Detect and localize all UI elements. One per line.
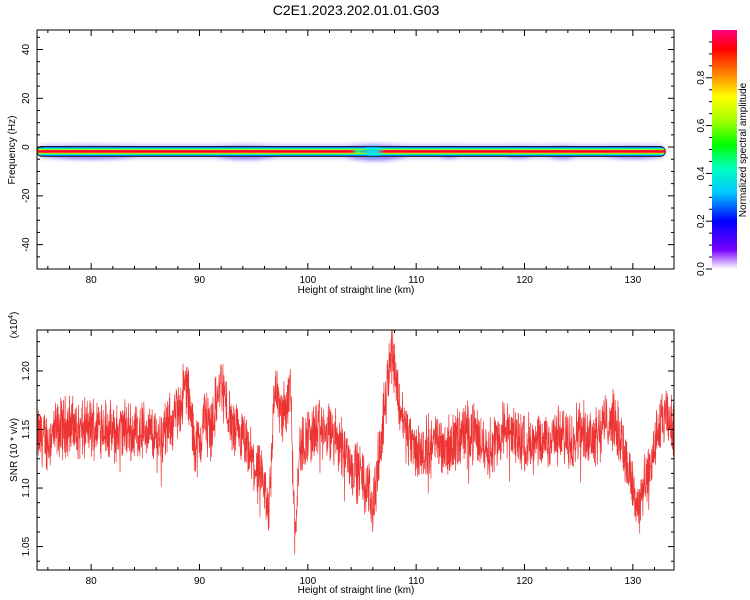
spectrogram-bright-patch	[363, 146, 382, 157]
spectrogram-ytick-label: 40	[21, 44, 32, 56]
snr-multiplier: (x104)	[8, 312, 20, 339]
colorbar-tick-label: 0.0	[696, 262, 707, 276]
spectrogram-xtick-label: 90	[194, 275, 206, 286]
colorbar-gradient	[712, 30, 737, 269]
spectrogram-band-core	[37, 150, 666, 153]
spectrogram-content	[37, 143, 666, 162]
colorbar-tick-label: 0.2	[696, 214, 707, 228]
snr-frame	[36, 329, 675, 571]
colorbar-tick-label: 0.6	[696, 118, 707, 132]
snr-ytick-label: 1.05	[21, 536, 32, 556]
snr-ytick-label: 1.10	[21, 478, 32, 498]
snr-xtick-label: 120	[516, 576, 533, 587]
snr-ytick-label: 1.15	[21, 419, 32, 439]
spectrogram-xtick-label: 120	[516, 275, 533, 286]
colorbar: 0.0 0.2 0.4 0.6 0.8 Normalized spectral ampl…	[696, 30, 749, 276]
spectrogram-xtick-label: 110	[408, 275, 424, 286]
colorbar-tick-label: 0.4	[696, 166, 707, 180]
spectrogram-xlabel: Height of straight line (km)	[298, 285, 415, 296]
spectrogram-xtick-label: 80	[86, 275, 98, 286]
snr-xtick-label: 90	[194, 576, 206, 587]
snr-axes: 80 90 100 110 120 130 1.05 1.10 1.15 1.20	[21, 330, 674, 587]
spectrogram-ylabel: Frequency (Hz)	[7, 116, 18, 185]
snr-xtick-label: 100	[299, 576, 316, 587]
snr-series-line	[37, 330, 674, 555]
snr-ylabel: SNR (10 * v/v)	[9, 418, 20, 482]
spectrogram-xtick-label: 100	[299, 275, 316, 286]
figure-title: C2E1.2023.202.01.01.G03	[273, 2, 440, 18]
snr-xtick-label: 110	[408, 576, 424, 587]
snr-xtick-label: 80	[86, 576, 98, 587]
spectrogram-ytick-label: -40	[21, 237, 32, 252]
spectrogram-xtick-label: 130	[624, 275, 641, 286]
spectrogram-ytick-label: 20	[21, 92, 32, 104]
colorbar-label: Normalized spectral amplitude	[738, 82, 749, 217]
spectrogram-band-outline	[37, 146, 666, 157]
spectrogram-axes: 80 90 100 110 120 130 -40 -20 0 20 40	[21, 30, 674, 286]
colorbar-tick-label: 0.8	[696, 70, 707, 84]
snr-xtick-label: 130	[624, 576, 641, 587]
spectrogram-panel: 80 90 100 110 120 130 -40 -20 0 20 40 Height of st…	[7, 29, 675, 296]
spectrogram-ytick-label: -20	[21, 188, 32, 203]
colorbar-axis: 0.0 0.2 0.4 0.6 0.8	[696, 41, 712, 276]
spectrogram-ytick-label: 0	[21, 144, 32, 150]
snr-ytick-label: 1.20	[21, 361, 32, 381]
snr-panel: 80 90 100 110 120 130 1.05 1.10 1.15 1.20 Height …	[8, 312, 675, 596]
snr-xlabel: Height of straight line (km)	[298, 585, 415, 596]
spectrogram-frame	[36, 29, 675, 270]
